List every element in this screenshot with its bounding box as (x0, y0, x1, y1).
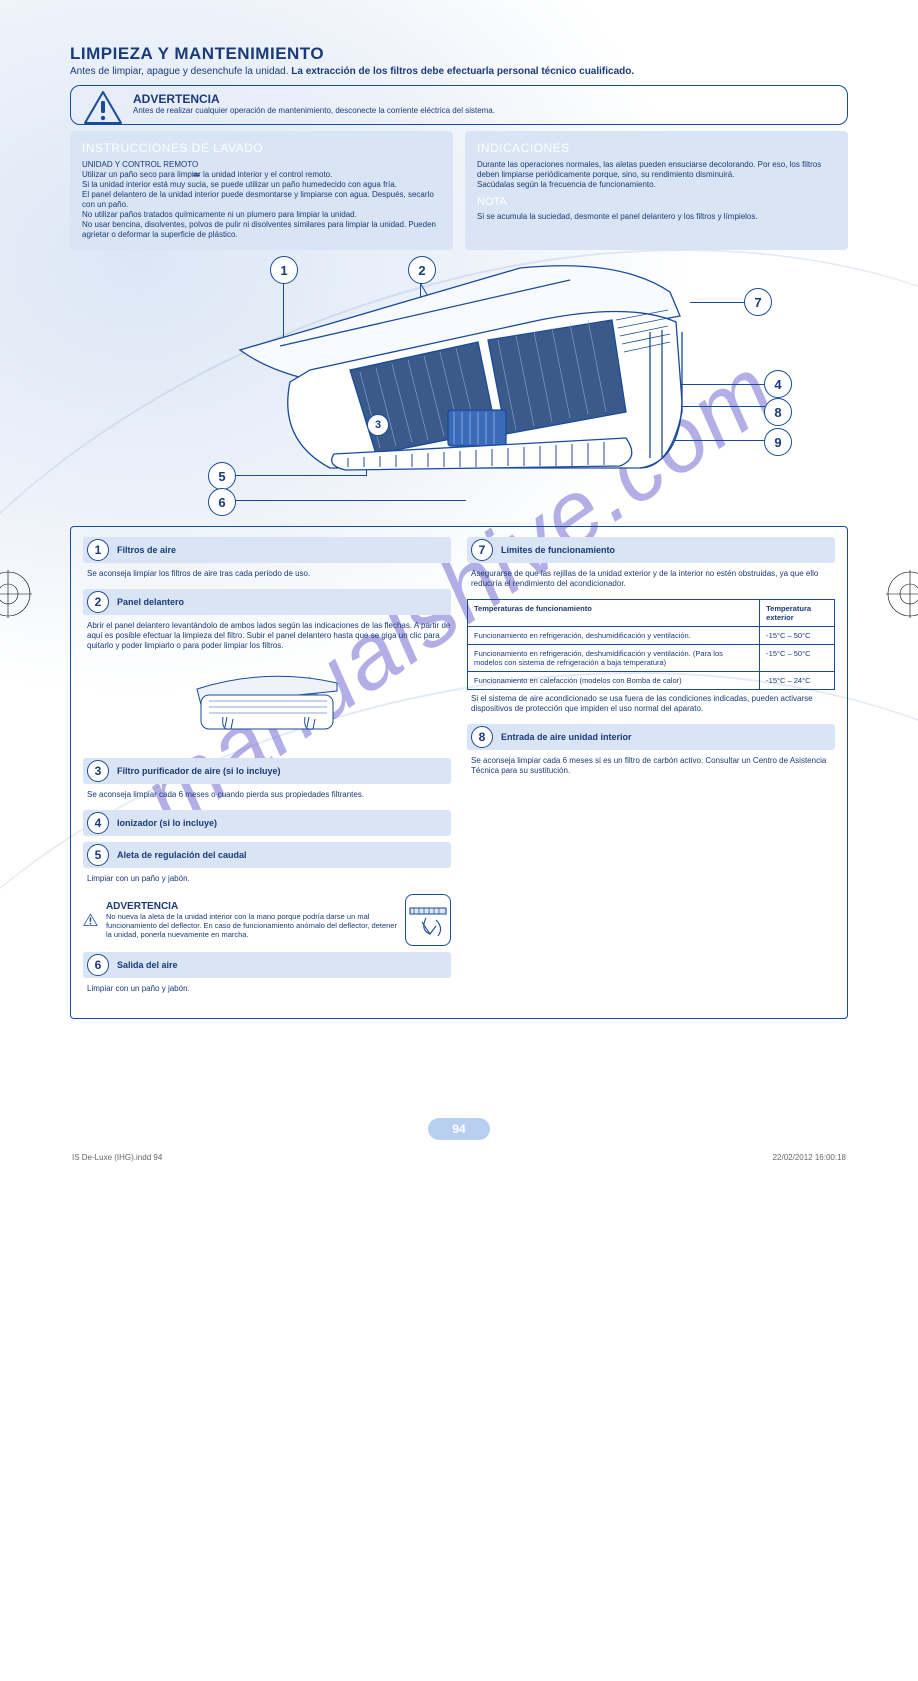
warning-icon (83, 90, 123, 126)
item-8: 8Entrada de aire unidad interior (467, 724, 835, 750)
callout-6: 6 (208, 488, 236, 516)
caution-text: No nueva la aleta de la unidad interior … (106, 912, 397, 939)
callout-1: 1 (270, 256, 298, 284)
item-desc: Asegurarse de que las rejillas de la uni… (471, 569, 835, 589)
item-3: 3Filtro purificador de aire (si lo inclu… (83, 758, 451, 784)
indications-panel: INDICACIONES Durante las operaciones nor… (465, 131, 848, 250)
items-box: 1Filtros de aire Se aconseja limpiar los… (70, 526, 848, 1019)
flap-caution: ADVERTENCIA No nueva la aleta de la unid… (83, 894, 451, 946)
table-cell: Funcionamiento en refrigeración, deshumi… (468, 645, 760, 672)
limits-table: Temperaturas de funcionamientoTemperatur… (467, 599, 835, 690)
item-6: 6Salida del aire (83, 952, 451, 978)
callout-3: 3 (367, 414, 389, 436)
item-desc: Se aconseja limpiar cada 6 meses o cuand… (87, 790, 451, 800)
table-cell: -15°C – 50°C (760, 627, 835, 645)
panel-line: Utilizar un paño seco para limpiar la un… (82, 170, 332, 179)
item-desc: Se aconseja limpiar los filtros de aire … (87, 569, 451, 579)
wash-instructions-panel: INSTRUCCIONES DE LAVADO UNIDAD Y CONTROL… (70, 131, 453, 250)
table-cell: Funcionamiento en refrigeración, deshumi… (468, 627, 760, 645)
panel-line: No usar bencina, disolventes, polvos de … (82, 220, 441, 240)
panel-line: Durante las operaciones normales, las al… (477, 160, 836, 180)
table-cell: Funcionamiento en calefacción (modelos c… (468, 672, 760, 690)
table-cell: -15°C – 50°C (760, 645, 835, 672)
callout-7: 7 (744, 288, 772, 316)
panel-title: INDICACIONES (477, 141, 836, 156)
footer-left: IS De-Luxe (IHG).indd 94 (72, 1153, 162, 1162)
ac-diagram: 1 2 7 4 8 9 5 6 3 (70, 254, 848, 524)
warning-title: ADVERTENCIA (133, 92, 837, 106)
section-subtitle: Antes de limpiar, apague y desenchufe la… (70, 66, 848, 77)
item-desc: Limpiar con un paño y jabón. (87, 874, 451, 884)
caution-title: ADVERTENCIA (106, 901, 397, 912)
panel-line: Sacúdalas según la frecuencia de funcion… (477, 180, 836, 190)
open-panel-illustration (83, 661, 451, 748)
callout-9: 9 (764, 428, 792, 456)
approx-symbol: ≃ (192, 169, 201, 183)
page-number: 94 (428, 1118, 490, 1140)
table-header: Temperatura exterior (760, 600, 835, 627)
warning-box: ADVERTENCIA Antes de realizar cualquier … (70, 85, 848, 125)
item-desc: Limpiar con un paño y jabón. (87, 984, 451, 994)
panel-line: Si la unidad interior está muy sucia, se… (82, 180, 441, 190)
footer-right: 22/02/2012 16:00:18 (773, 1153, 846, 1162)
ac-unit-illustration (220, 262, 690, 512)
panel-heading: NOTA (477, 196, 836, 210)
warning-text: Antes de realizar cualquier operación de… (133, 106, 837, 116)
table-header: Temperaturas de funcionamiento (468, 600, 760, 627)
section-title: LIMPIEZA Y MANTENIMIENTO (70, 44, 848, 64)
item-5: 5Aleta de regulación del caudal (83, 842, 451, 868)
callout-8: 8 (764, 398, 792, 426)
limits-note: Si el sistema de aire acondicionado se u… (471, 694, 835, 714)
item-4: 4Ionizador (si lo incluye) (83, 810, 451, 836)
item-desc: Abrir el panel delantero levantándolo de… (87, 621, 451, 651)
item-1: 1Filtros de aire (83, 537, 451, 563)
item-desc: Se aconseja limpiar cada 6 meses si es u… (471, 756, 835, 776)
callout-2: 2 (408, 256, 436, 284)
item-7: 7Límites de funcionamiento (467, 537, 835, 563)
footer: IS De-Luxe (IHG).indd 94 22/02/2012 16:0… (0, 1153, 918, 1162)
table-cell: -15°C – 24°C (760, 672, 835, 690)
warning-icon (83, 904, 98, 936)
panel-line: Si se acumula la suciedad, desmonte el p… (477, 212, 836, 222)
item-2: 2Panel delantero (83, 589, 451, 615)
panel-line: No utilizar paños tratados químicamente … (82, 210, 441, 220)
page-content: LIMPIEZA Y MANTENIMIENTO Antes de limpia… (0, 0, 918, 1059)
panel-title: INSTRUCCIONES DE LAVADO (82, 141, 441, 156)
callout-4: 4 (764, 370, 792, 398)
flap-icon (405, 894, 451, 946)
panel-line: UNIDAD Y CONTROL REMOTO (82, 160, 441, 170)
callout-5: 5 (208, 462, 236, 490)
panel-line: El panel delantero de la unidad interior… (82, 190, 441, 210)
